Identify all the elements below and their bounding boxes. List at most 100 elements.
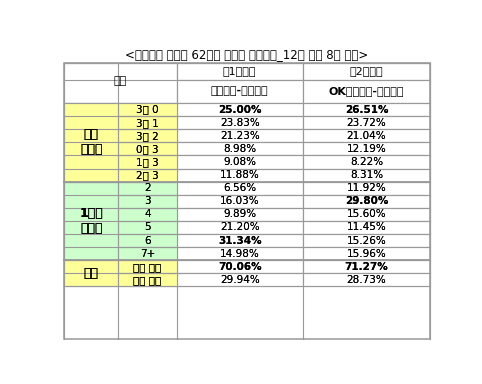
Text: 15.26%: 15.26% [347, 235, 386, 245]
Bar [176, 182, 303, 195]
Text: 8.31%: 8.31% [350, 170, 383, 180]
Text: 도로공사-흥국생명: 도로공사-흥국생명 [211, 86, 268, 96]
Bar [176, 103, 303, 116]
Text: 23.83%: 23.83% [220, 118, 259, 128]
Text: 28.73%: 28.73% [347, 275, 386, 285]
Bar [119, 273, 176, 286]
Text: 21.20%: 21.20% [220, 222, 259, 232]
Text: 15.96%: 15.96% [347, 248, 386, 258]
Text: 5: 5 [144, 222, 151, 232]
Text: 9.08%: 9.08% [223, 157, 256, 167]
Text: 11.45%: 11.45% [347, 222, 386, 232]
Text: 31.34%: 31.34% [218, 235, 261, 245]
Bar [303, 182, 430, 195]
Bar [303, 116, 430, 129]
Bar [119, 247, 176, 260]
Text: 23.83%: 23.83% [220, 118, 259, 128]
Text: 3: 3 [144, 196, 151, 206]
Text: 세트
스코어: 세트 스코어 [80, 128, 103, 156]
Bar [303, 103, 430, 116]
Text: OK저축은행-대한항공: OK저축은행-대한항공 [329, 86, 404, 96]
Text: 12.19%: 12.19% [347, 144, 386, 154]
Text: 12.19%: 12.19% [347, 144, 386, 154]
Text: 70.06%: 70.06% [218, 262, 261, 272]
Bar [176, 247, 303, 260]
Bar [64, 260, 119, 286]
Bar [119, 142, 176, 156]
Bar [119, 221, 176, 234]
Bar [176, 116, 303, 129]
Bar [176, 156, 303, 169]
Text: 원정 승리: 원정 승리 [134, 275, 161, 285]
Text: 9.89%: 9.89% [223, 209, 256, 219]
Text: 29.80%: 29.80% [345, 196, 388, 206]
Text: 7+: 7+ [140, 248, 155, 258]
Text: 6.56%: 6.56% [223, 183, 256, 193]
Text: 11.45%: 11.45% [347, 222, 386, 232]
Bar [119, 182, 176, 195]
Bar [119, 116, 176, 129]
Bar [176, 80, 303, 103]
Text: 15.96%: 15.96% [347, 248, 386, 258]
Bar [176, 169, 303, 182]
Text: 21.04%: 21.04% [347, 131, 386, 141]
Text: 1세트
점수차: 1세트 점수차 [80, 207, 103, 235]
Text: 71.27%: 71.27% [345, 262, 388, 272]
Bar [119, 234, 176, 247]
Bar [176, 142, 303, 156]
Text: 23.72%: 23.72% [347, 118, 386, 128]
Bar [119, 156, 176, 169]
Text: 2대 3: 2대 3 [136, 170, 159, 180]
Text: 26.51%: 26.51% [345, 104, 388, 114]
Bar [119, 169, 176, 182]
Text: 3대 1: 3대 1 [136, 118, 159, 128]
Text: 1세트
점수차: 1세트 점수차 [80, 207, 103, 235]
Text: 원정 승리: 원정 승리 [134, 275, 161, 285]
Text: 16.03%: 16.03% [220, 196, 259, 206]
Text: 11.92%: 11.92% [347, 183, 386, 193]
Bar [176, 208, 303, 221]
Text: 29.94%: 29.94% [220, 275, 259, 285]
Bar [176, 63, 303, 80]
Text: 3: 3 [144, 196, 151, 206]
Bar [303, 169, 430, 182]
Bar [176, 260, 303, 273]
Text: 7+: 7+ [140, 248, 155, 258]
Bar [119, 260, 176, 273]
Text: 25.00%: 25.00% [218, 104, 261, 114]
Bar [119, 234, 176, 247]
Bar [303, 247, 430, 260]
Text: 14.98%: 14.98% [220, 248, 259, 258]
Text: 70.06%: 70.06% [218, 262, 261, 272]
Bar [119, 156, 176, 169]
Text: 3대 1: 3대 1 [136, 118, 159, 128]
Text: 31.34%: 31.34% [218, 235, 261, 245]
Bar [119, 116, 176, 129]
Text: 8.22%: 8.22% [350, 157, 383, 167]
Text: 15.60%: 15.60% [347, 209, 386, 219]
Bar [64, 260, 119, 286]
Text: 15.26%: 15.26% [347, 235, 386, 245]
Bar [303, 156, 430, 169]
Text: 15.60%: 15.60% [347, 209, 386, 219]
Bar [64, 103, 119, 182]
Text: 〈1경기〉: 〈1경기〉 [223, 66, 256, 76]
Text: 11.92%: 11.92% [347, 183, 386, 193]
Text: 3대 0: 3대 0 [136, 104, 159, 114]
Bar [64, 63, 176, 103]
Bar [303, 142, 430, 156]
Bar [119, 195, 176, 208]
Bar [303, 234, 430, 247]
Bar [303, 80, 430, 103]
Text: 21.20%: 21.20% [220, 222, 259, 232]
Bar [119, 129, 176, 142]
Bar [119, 142, 176, 156]
Text: 8.98%: 8.98% [223, 144, 256, 154]
Text: 6.56%: 6.56% [223, 183, 256, 193]
Text: 6: 6 [144, 235, 151, 245]
Text: 29.80%: 29.80% [345, 196, 388, 206]
Text: 21.04%: 21.04% [347, 131, 386, 141]
Bar [119, 247, 176, 260]
Text: 2대 3: 2대 3 [136, 170, 159, 180]
Text: 9.89%: 9.89% [223, 209, 256, 219]
